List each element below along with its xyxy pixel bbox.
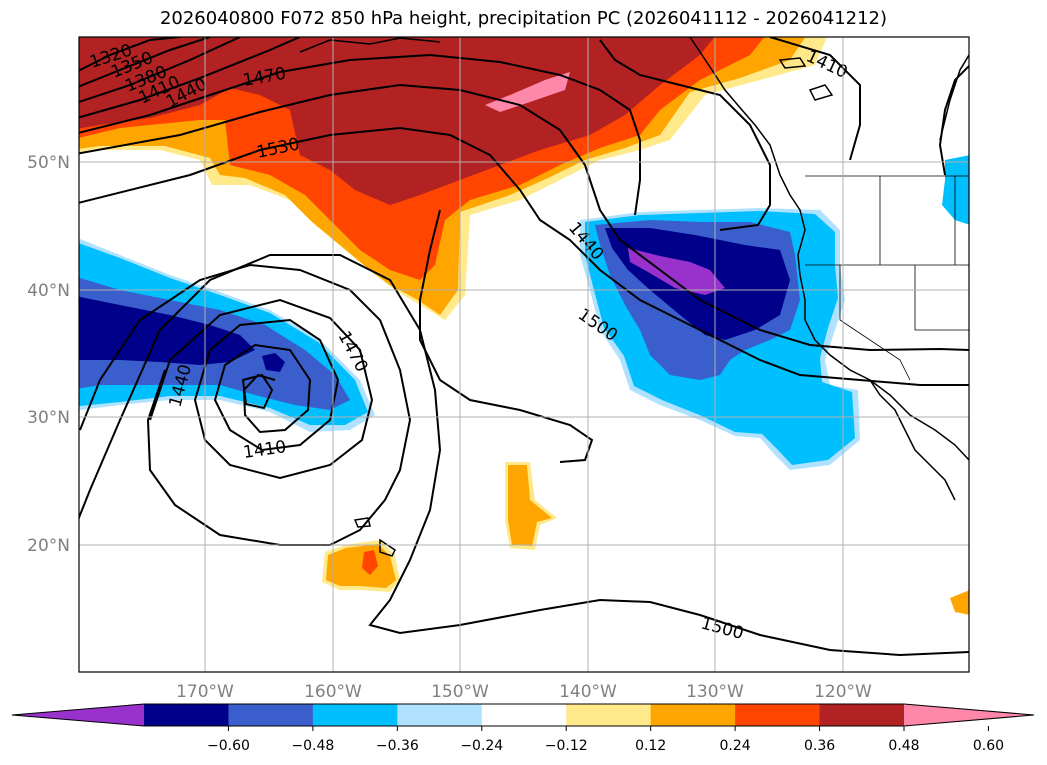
lat-label: 20°N — [27, 536, 70, 556]
colorbar-segment — [144, 704, 229, 726]
lat-label: 50°N — [27, 153, 70, 173]
map-frame — [78, 36, 970, 673]
height-contours — [79, 37, 969, 657]
positive-anomaly-patches — [322, 462, 969, 615]
colorbar-segment — [819, 704, 905, 726]
lon-label: 170°W — [176, 682, 234, 702]
lat-label: 30°N — [27, 408, 70, 428]
colorbar-tick-label: 0.60 — [973, 738, 1004, 754]
colorbar-extend-min — [12, 704, 144, 726]
lon-label: 160°W — [304, 682, 362, 702]
map-title: 2026040800 F072 850 hPa height, precipit… — [159, 8, 888, 29]
colorbar-tick-label: −0.48 — [291, 738, 334, 754]
colorbar: −0.60 −0.48 −0.36 −0.24 −0.12 0.12 0.24 0.36 0.4… — [11, 703, 1035, 754]
coastlines — [299, 37, 969, 557]
colorbar-tick-label: −0.12 — [545, 738, 588, 754]
lat-label: 40°N — [27, 281, 70, 301]
lon-label: 130°W — [686, 682, 744, 702]
colorbar-tick-label: −0.24 — [460, 738, 503, 754]
colorbar-tick-label: 0.36 — [804, 738, 835, 754]
state-borders — [805, 175, 969, 381]
lon-label: 150°W — [431, 682, 489, 702]
colorbar-segment — [650, 704, 736, 726]
colorbar-tick-label: 0.48 — [888, 738, 919, 754]
colorbar-tick-label: 0.24 — [720, 738, 751, 754]
colorbar-segment — [566, 704, 652, 726]
lon-label: 140°W — [559, 682, 617, 702]
colorbar-segment — [228, 704, 314, 726]
colorbar-extend-max — [904, 704, 1034, 726]
longitude-labels: 170°W 160°W 150°W 140°W 130°W 120°W — [176, 682, 872, 702]
colorbar-tick-label: −0.36 — [376, 738, 419, 754]
colorbar-segment — [735, 704, 821, 726]
colorbar-tick-label: 0.12 — [635, 738, 666, 754]
colorbar-segment — [397, 704, 483, 726]
graticule — [79, 37, 969, 672]
colorbar-tick-label: −0.60 — [207, 738, 250, 754]
colorbar-outline — [11, 703, 1035, 727]
lon-label: 120°W — [814, 682, 872, 702]
colorbar-segment — [481, 704, 567, 726]
latitude-labels: 50°N 40°N 30°N 20°N — [27, 153, 70, 556]
colorbar-segment — [312, 704, 398, 726]
